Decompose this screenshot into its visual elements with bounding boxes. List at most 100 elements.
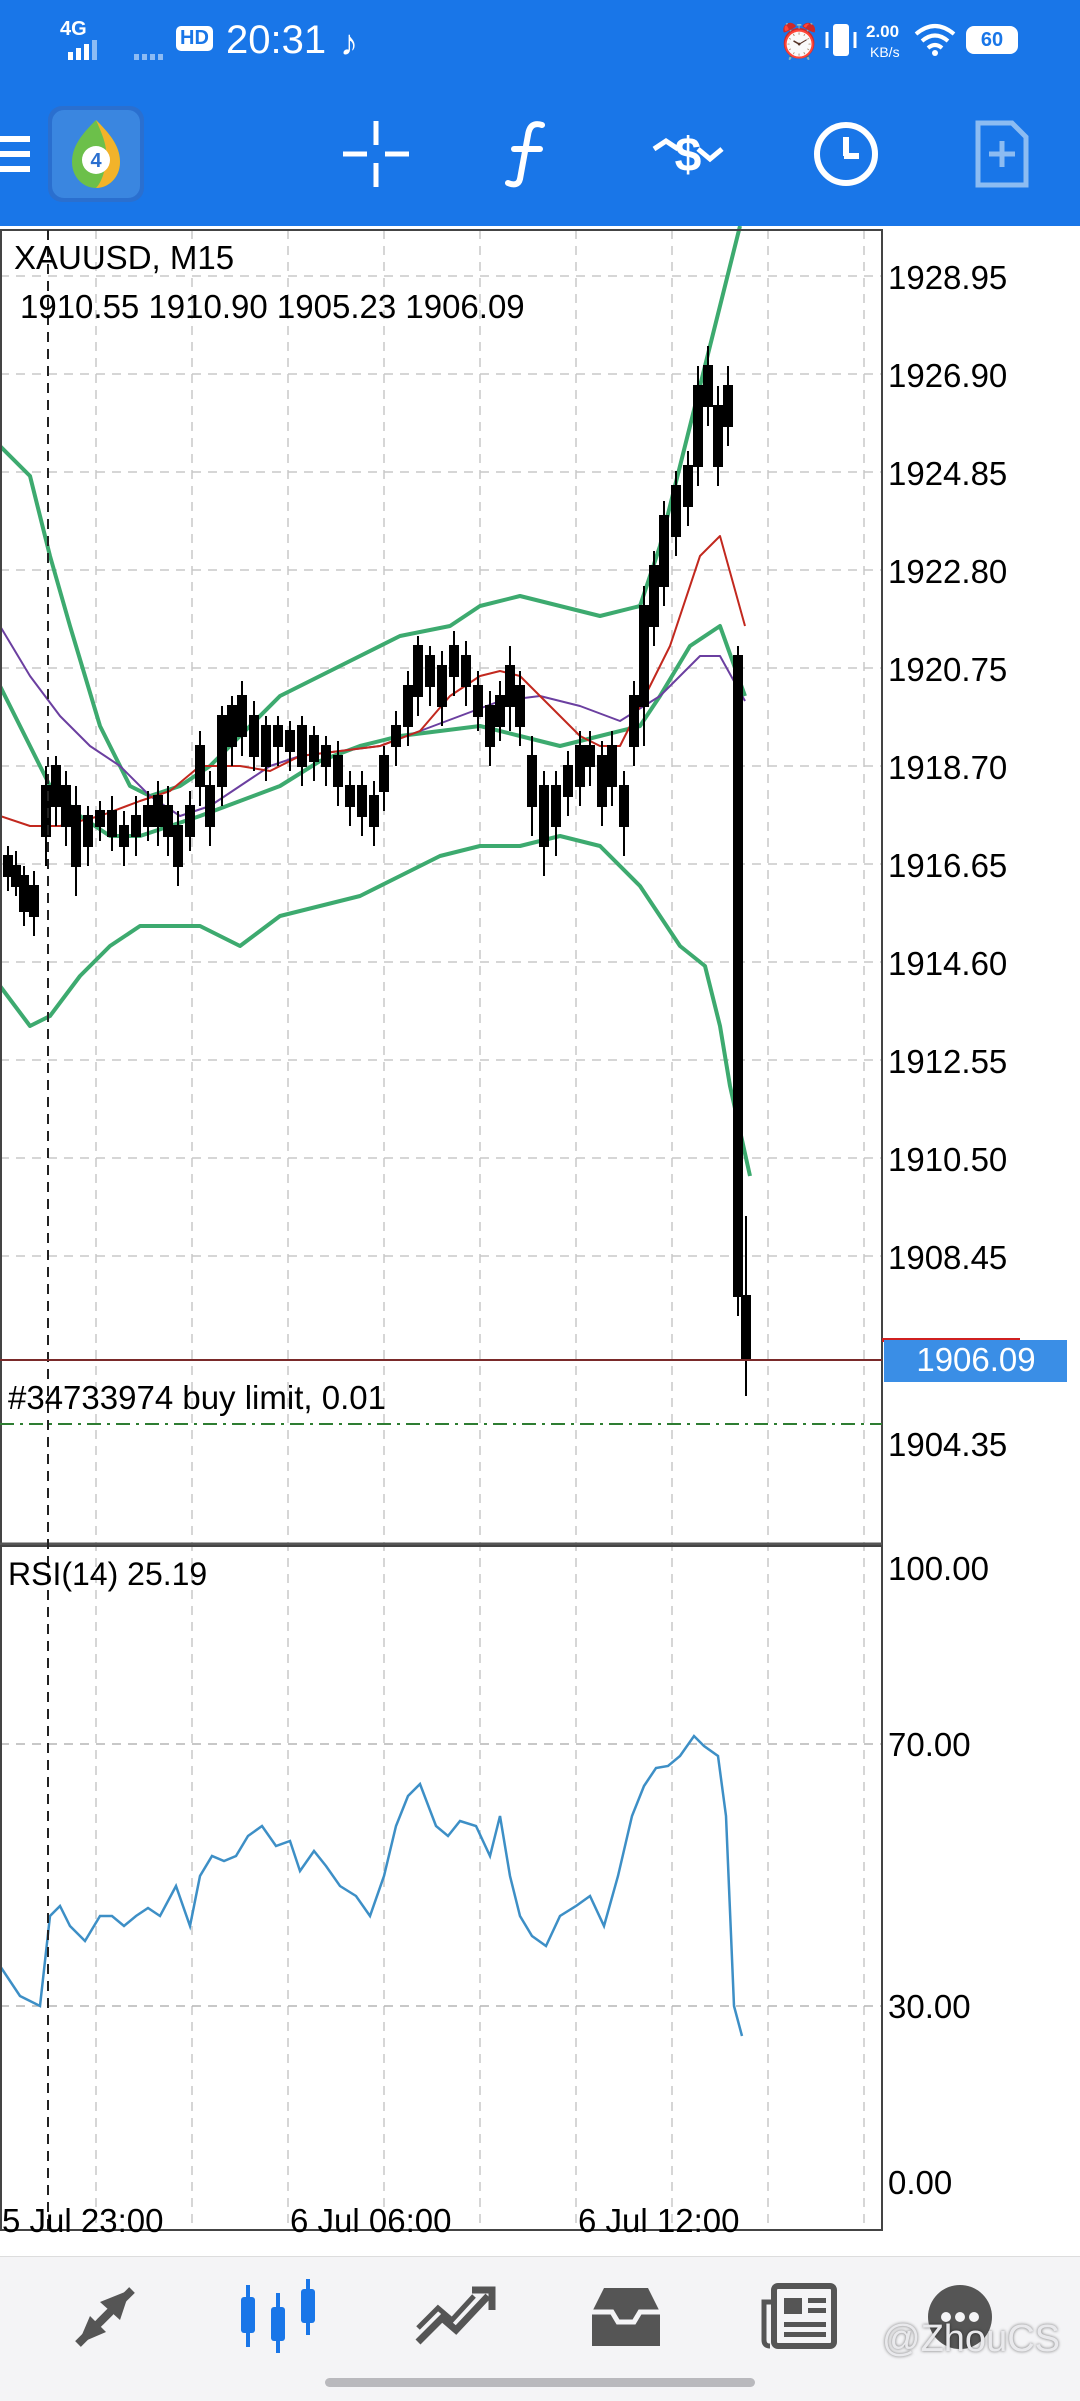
- network-label: 4G: [60, 18, 87, 40]
- tiktok-icon: ♪: [340, 22, 358, 63]
- alarm-icon: ⏰: [778, 23, 821, 61]
- candle-body: [733, 655, 743, 1297]
- candle-body: [173, 825, 183, 867]
- candle-body: [683, 465, 693, 507]
- candle-body: [461, 655, 471, 687]
- candle-body: [119, 825, 129, 847]
- metatrader-logo-icon[interactable]: 4: [46, 82, 146, 226]
- candle-body: [369, 795, 379, 827]
- price-tick-label: 1916.65: [888, 847, 1007, 884]
- bottom-navigation: @ZhouCS: [0, 2256, 1080, 2401]
- rsi-tick-label: 100.00: [888, 1550, 989, 1587]
- symbol-label: XAUUSD, M15: [14, 239, 234, 276]
- rsi-tick-label: 30.00: [888, 1988, 971, 2025]
- history-icon[interactable]: [576, 2257, 676, 2377]
- price-tick-label: 1914.60: [888, 945, 1007, 982]
- watermark-overlay: @ZhouCS: [882, 2318, 1060, 2361]
- current-price-tag: [884, 1340, 1067, 1382]
- candle-body: [575, 745, 585, 787]
- candle-body: [29, 885, 39, 917]
- candle-body: [297, 725, 307, 767]
- crosshair-icon[interactable]: [336, 82, 416, 226]
- chart-area[interactable]: 1906.09 #34733974 buy limit, 0.01 1904.3…: [0, 225, 1080, 2365]
- candle-body: [11, 865, 21, 887]
- candle-body: [619, 785, 629, 827]
- net-speed-unit: KB/s: [870, 44, 900, 60]
- rsi-label: RSI(14) 25.19: [8, 1556, 207, 1592]
- candle-body: [437, 665, 447, 707]
- candle-body: [597, 755, 607, 807]
- price-tick-label: 1924.85: [888, 455, 1007, 492]
- candle-body: [41, 785, 51, 837]
- candle-body: [357, 785, 367, 817]
- wifi-icon: [914, 22, 956, 61]
- objects-icon[interactable]: $: [648, 82, 728, 226]
- time-tick-label: 5 Jul 23:00: [2, 2202, 163, 2239]
- templates-icon[interactable]: [962, 82, 1042, 226]
- trade-icon[interactable]: [404, 2257, 504, 2377]
- price-tick-label: 1920.75: [888, 651, 1007, 688]
- candle-body: [95, 810, 105, 827]
- candle-body: [629, 695, 639, 747]
- price-tick-label: 1922.80: [888, 553, 1007, 590]
- bollinger-lower-band: [0, 834, 752, 1177]
- chart-icon[interactable]: [230, 2257, 330, 2377]
- rsi-tick-label: 0.00: [888, 2164, 952, 2201]
- quotes-icon[interactable]: [60, 2257, 160, 2377]
- candle-body: [607, 745, 617, 787]
- candle-body: [413, 645, 423, 697]
- rsi-line: [0, 1734, 744, 2037]
- chat-icon[interactable]: [910, 2257, 1010, 2377]
- candle-body: [473, 685, 483, 717]
- candle-body: [649, 565, 659, 627]
- candle-body: [185, 805, 195, 837]
- candle-body: [3, 855, 13, 877]
- price-tick-label: 1912.55: [888, 1043, 1007, 1080]
- candle-body: [551, 785, 561, 827]
- candle-body: [639, 605, 649, 707]
- timeframe-clock-icon[interactable]: [806, 82, 886, 226]
- candle-body: [143, 805, 153, 827]
- candle-body: [693, 385, 703, 467]
- candle-body: [379, 755, 389, 792]
- candle-body: [309, 735, 319, 762]
- candle-body: [713, 405, 723, 467]
- net-speed-value: 2.00: [866, 22, 900, 41]
- rsi-pane-frame: [0, 1545, 883, 2231]
- candle-body: [333, 755, 343, 787]
- candle-body: [741, 1295, 751, 1361]
- indicators-f-icon[interactable]: [490, 82, 570, 226]
- candle-body: [527, 755, 537, 807]
- candle-body: [449, 645, 459, 677]
- svg-text:4: 4: [90, 150, 102, 172]
- time-tick-label: 6 Jul 12:00: [578, 2202, 739, 2239]
- news-icon[interactable]: [750, 2257, 850, 2377]
- candle-body: [659, 515, 669, 587]
- current-price-label: 1906.09: [916, 1341, 1035, 1378]
- candle-body: [71, 805, 81, 867]
- candle-body: [515, 685, 525, 727]
- ohlc-label: 1910.55 1910.90 1905.23 1906.09: [20, 288, 525, 325]
- rsi-tick-label: 70.00: [888, 1726, 971, 1763]
- candle-body: [285, 730, 295, 752]
- candle-body: [107, 810, 117, 837]
- candle-body: [163, 805, 173, 837]
- home-indicator[interactable]: [325, 2378, 755, 2387]
- candle-body: [205, 785, 215, 827]
- price-tick-label: 1926.90: [888, 357, 1007, 394]
- menu-icon[interactable]: [0, 82, 34, 226]
- clock: 20:31: [226, 18, 327, 62]
- candle-body: [703, 365, 713, 407]
- candle-body: [153, 795, 163, 827]
- candle-body: [51, 765, 61, 807]
- candle-body: [61, 785, 71, 827]
- candle-body: [671, 485, 681, 537]
- price-chart[interactable]: 1906.09 #34733974 buy limit, 0.01 1904.3…: [0, 225, 1080, 2256]
- candle-body: [261, 725, 271, 767]
- candle-body: [131, 815, 141, 837]
- candle-body: [723, 385, 733, 427]
- candle-body: [273, 725, 283, 747]
- candle-body: [403, 685, 413, 727]
- battery-icon: 60: [966, 26, 1018, 54]
- order-label[interactable]: #34733974 buy limit, 0.01: [8, 1379, 386, 1416]
